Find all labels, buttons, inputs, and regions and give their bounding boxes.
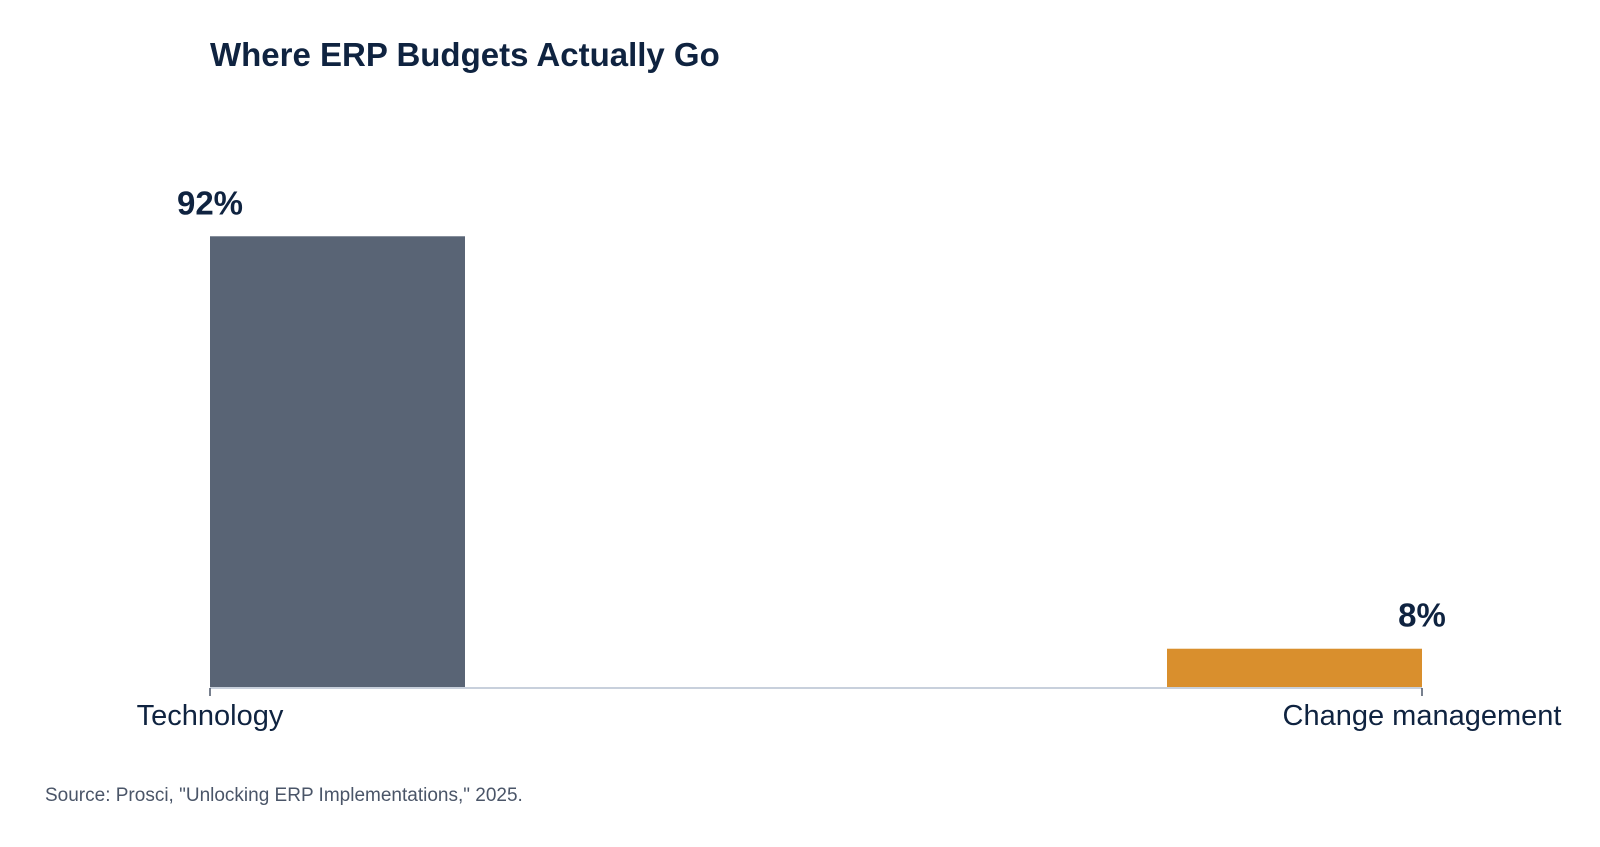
value-label: 8% — [1398, 597, 1446, 634]
source-note: Source: Prosci, "Unlocking ERP Implement… — [45, 785, 523, 806]
x-tick-label: Change management — [1283, 700, 1562, 732]
bar-change-management — [1167, 648, 1422, 688]
chart-title: Where ERP Budgets Actually Go — [210, 36, 720, 73]
bar-technology — [210, 236, 465, 688]
value-label: 92% — [177, 184, 243, 221]
x-tick-label: Technology — [137, 700, 284, 732]
